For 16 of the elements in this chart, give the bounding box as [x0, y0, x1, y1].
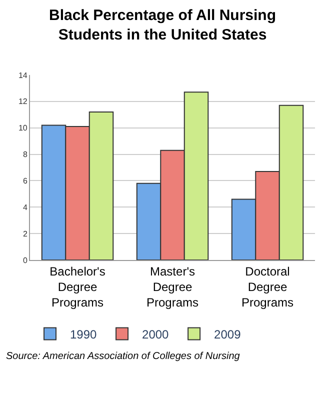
- legend-label: 1990: [70, 327, 98, 342]
- y-tick-label: 0: [22, 256, 28, 265]
- x-tick-label: Master's Degree Programs: [146, 264, 199, 310]
- y-tick-label: 10: [18, 124, 28, 133]
- chart-title: Black Percentage of All Nursing Students in the United States: [48, 7, 276, 44]
- y-tick-label: 2: [22, 229, 28, 238]
- x-tick-label: Doctoral Degree Programs: [241, 264, 294, 310]
- x-tick-label: Bachelor's Degree Programs: [50, 264, 106, 310]
- y-tick-label: 4: [22, 202, 28, 212]
- y-tick-label: 12: [18, 97, 28, 106]
- legend-label: 2000: [142, 327, 170, 342]
- y-tick-label: 6: [22, 176, 28, 186]
- source-note: Source: American Association of Colleges of Nursing: [6, 351, 240, 362]
- y-tick-label: 14: [18, 70, 28, 80]
- y-tick-label: 8: [22, 150, 28, 160]
- legend-label: 2009: [214, 327, 242, 342]
